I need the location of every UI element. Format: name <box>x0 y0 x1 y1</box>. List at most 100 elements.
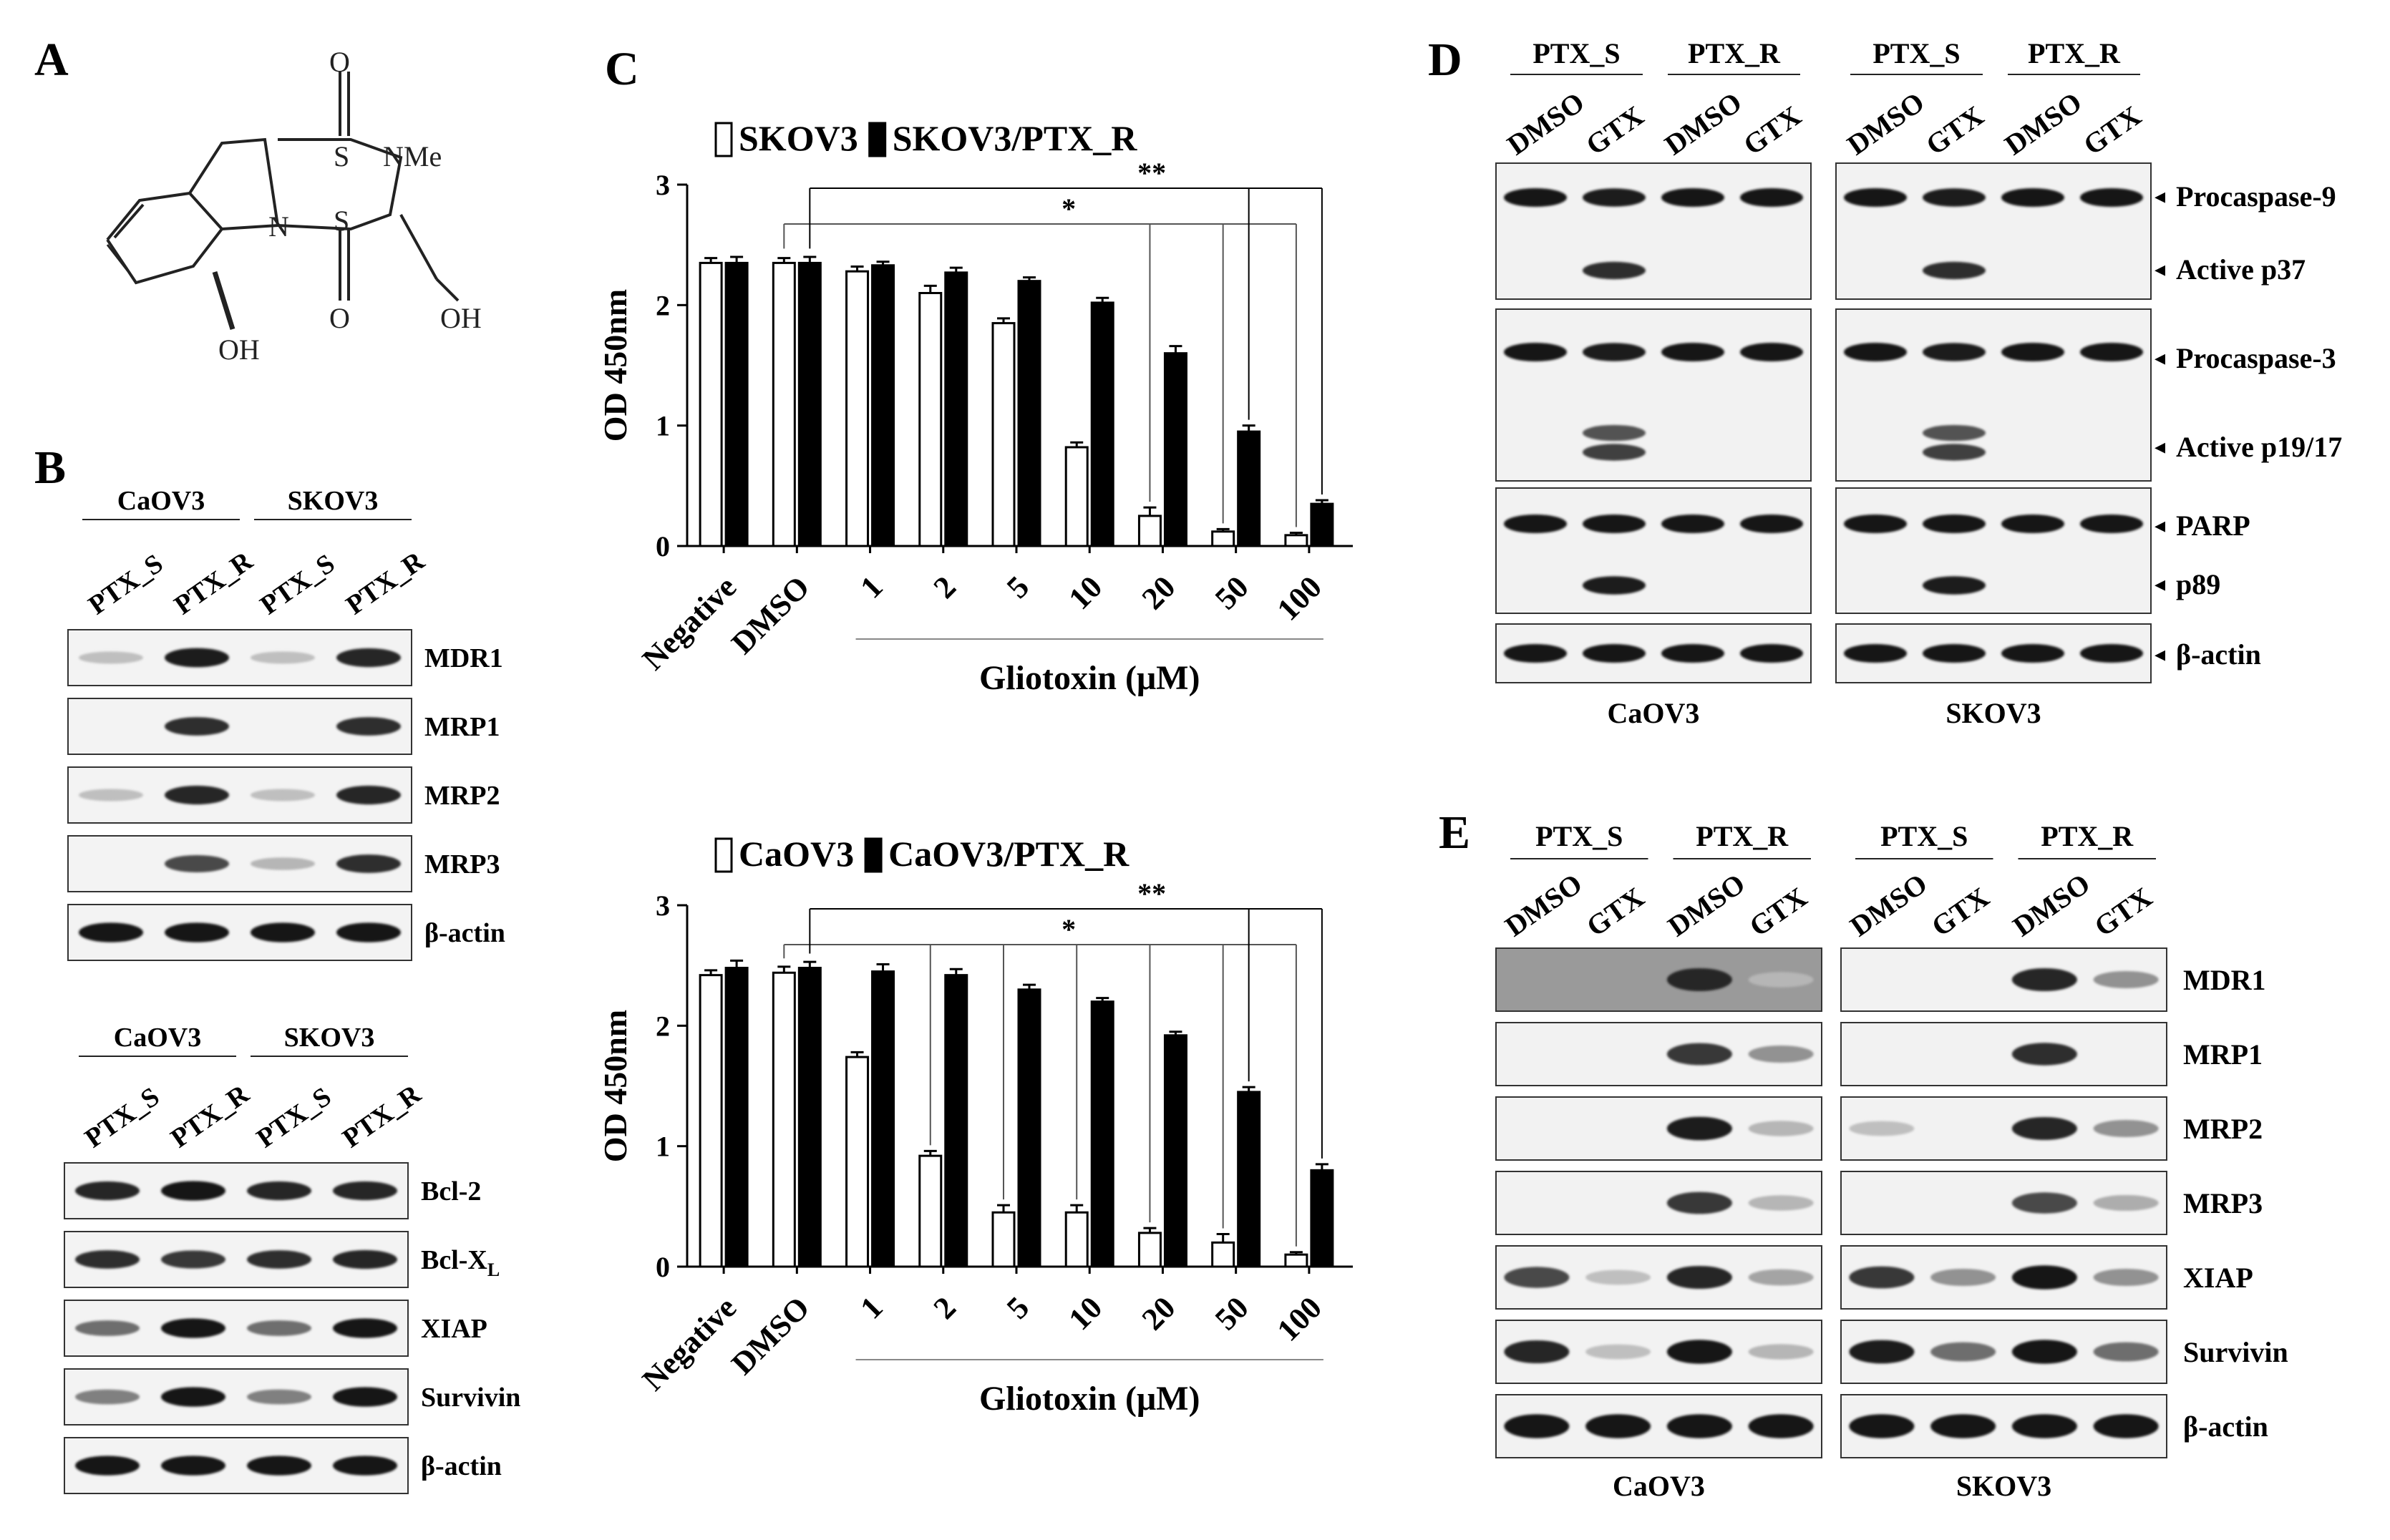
protein-label: Bcl-2 <box>421 1176 481 1207</box>
band <box>2080 644 2143 663</box>
band <box>1923 515 1986 533</box>
band <box>1585 1414 1651 1438</box>
bar <box>1017 280 1041 547</box>
band <box>336 648 401 668</box>
cell-line-label: CaOV3 <box>1608 697 1700 729</box>
blot-strip <box>1495 1022 1822 1086</box>
y-tick-label: 1 <box>656 410 670 442</box>
band <box>1923 444 1986 461</box>
lane-label: GTX <box>2089 881 2158 943</box>
x-tick-label: 2 <box>927 1290 963 1325</box>
lane-label: PTX_R <box>337 1078 427 1154</box>
protein-label: MRP1 <box>2183 1038 2263 1071</box>
band <box>2093 1194 2159 1212</box>
band <box>1504 1267 1570 1288</box>
atom-n: N <box>268 210 289 243</box>
protein-label-main: Bcl-2 <box>421 1176 481 1207</box>
x-tick-label: DMSO <box>724 1290 816 1381</box>
band <box>2011 1265 2077 1290</box>
band <box>1583 261 1646 280</box>
legend-label: CaOV3 <box>739 834 854 874</box>
group-label: CaOV3 <box>117 486 205 516</box>
group-label: PTX_R <box>1688 37 1781 69</box>
band <box>1661 188 1724 207</box>
band <box>1504 644 1567 663</box>
bar <box>918 292 943 547</box>
panel-letter-c: C <box>605 43 639 95</box>
protein-label: β-actin <box>424 918 505 948</box>
bar <box>1137 1232 1162 1268</box>
y-tick-label: 1 <box>656 1131 670 1163</box>
bar <box>1284 1253 1308 1268</box>
band <box>2080 188 2143 207</box>
protein-label: XIAP <box>421 1314 487 1344</box>
protein-label: Bcl-XL <box>421 1245 500 1280</box>
bar <box>871 264 895 547</box>
protein-label: β-actin <box>2176 638 2261 671</box>
band <box>1849 1414 1915 1438</box>
legend-swatch <box>714 837 733 873</box>
band <box>247 1389 311 1405</box>
band <box>1930 1414 1996 1438</box>
band <box>1666 968 1732 992</box>
band <box>251 651 315 664</box>
band <box>336 717 401 736</box>
blot-strip <box>1495 487 1812 614</box>
band <box>333 1318 397 1338</box>
band <box>1666 1043 1732 1066</box>
y-axis-label: OD 450nm <box>597 289 633 442</box>
panel-letter-d: D <box>1428 34 1462 86</box>
band <box>1583 515 1646 533</box>
bar <box>772 261 796 547</box>
band <box>1504 515 1567 533</box>
band <box>2001 515 2064 533</box>
sig-star-single: * <box>1062 913 1076 945</box>
band <box>1661 644 1724 663</box>
protein-label-main: XIAP <box>421 1314 487 1344</box>
y-tick-label: 3 <box>656 890 670 922</box>
cell-line-label: SKOV3 <box>1945 697 2041 729</box>
band <box>1748 1045 1814 1063</box>
band <box>333 1456 397 1476</box>
band <box>1585 1269 1651 1285</box>
band <box>161 1181 225 1201</box>
legend-swatch <box>714 122 733 157</box>
band <box>333 1181 397 1201</box>
band <box>1844 644 1907 663</box>
band <box>1504 343 1567 361</box>
group-label: PTX_S <box>1532 37 1620 69</box>
arrow-mark: ◂ <box>2155 514 2165 537</box>
band <box>336 785 401 805</box>
x-tick-label: Negative <box>636 569 743 676</box>
cell-line-label: CaOV3 <box>1613 1470 1705 1502</box>
band <box>1504 1340 1570 1364</box>
atom-nme: NMe <box>383 140 442 172</box>
panel-letter-e: E <box>1439 806 1470 859</box>
band <box>165 922 229 942</box>
protein-label-sub: L <box>487 1259 500 1280</box>
band <box>1748 972 1814 988</box>
protein-label: MRP2 <box>424 781 500 811</box>
band <box>1666 1414 1732 1438</box>
band <box>2011 1340 2077 1364</box>
band <box>2011 1043 2077 1066</box>
x-axis-label: Gliotoxin (μM) <box>979 1380 1200 1418</box>
group-label: PTX_R <box>2028 37 2121 69</box>
blot-strip <box>1495 308 1812 482</box>
band <box>1661 343 1724 361</box>
bar <box>1211 530 1235 547</box>
band <box>165 648 229 668</box>
legend-label: CaOV3/PTX_R <box>888 834 1130 874</box>
band <box>2001 188 2064 207</box>
lane-label: PTX_S <box>79 1081 165 1154</box>
legend-swatch <box>868 122 887 157</box>
legend-label: SKOV3 <box>739 118 858 158</box>
band <box>247 1250 311 1269</box>
atom-o-bottom: O <box>329 302 350 334</box>
bar <box>991 322 1016 547</box>
band <box>2080 343 2143 361</box>
band <box>1666 1265 1732 1290</box>
blot-strip <box>1840 1022 2167 1086</box>
band <box>161 1318 225 1338</box>
